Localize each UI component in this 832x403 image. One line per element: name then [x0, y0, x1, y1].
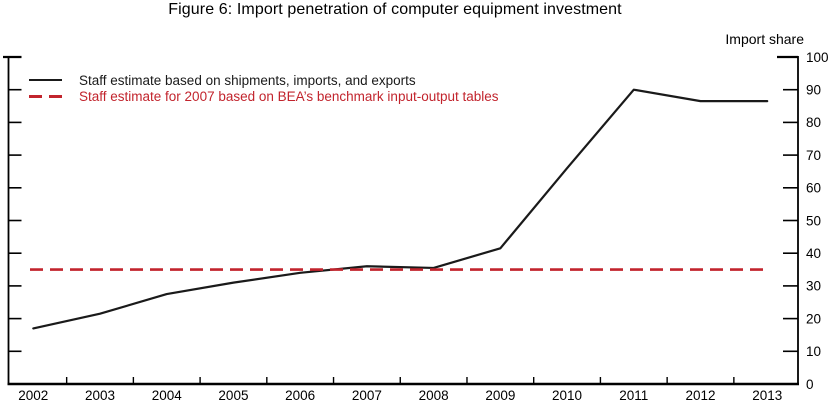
y-tick-label: 100: [806, 50, 829, 65]
legend-item-benchmark: Staff estimate for 2007 based on BEA’s b…: [29, 88, 499, 104]
y-tick-label: 60: [806, 181, 821, 196]
x-tick-label: 2013: [752, 388, 782, 403]
figure-title: Figure 6: Import penetration of computer…: [168, 1, 622, 18]
x-tick-label: 2004: [152, 388, 183, 403]
solid-line-swatch: [29, 78, 62, 82]
x-tick-label: 2002: [18, 388, 48, 403]
x-tick-label: 2012: [685, 388, 715, 403]
x-tick-label: 2008: [419, 388, 449, 403]
y-tick-label: 50: [806, 213, 821, 228]
x-tick-label: 2003: [85, 388, 115, 403]
x-tick-label: 2006: [285, 388, 315, 403]
y-axis-unit-label: Import share: [725, 31, 804, 47]
dashed-line-swatch: [29, 94, 62, 98]
y-tick-label: 70: [806, 148, 821, 163]
y-tick-label: 90: [806, 83, 821, 98]
chart-legend: Staff estimate based on shipments, impor…: [29, 72, 499, 104]
y-tick-label: 0: [806, 377, 814, 392]
x-tick-label: 2007: [352, 388, 382, 403]
x-tick-label: 2010: [552, 388, 582, 403]
x-tick-label: 2011: [619, 388, 648, 403]
x-tick-label: 2009: [485, 388, 515, 403]
legend-label-staff-estimate: Staff estimate based on shipments, impor…: [79, 72, 416, 88]
series-line: [32, 88, 769, 330]
y-tick-label: 80: [806, 115, 821, 130]
y-tick-label: 40: [806, 246, 821, 261]
y-tick-label: 30: [806, 279, 821, 294]
legend-item-staff-estimate: Staff estimate based on shipments, impor…: [29, 72, 499, 88]
x-tick-label: 2005: [218, 388, 248, 403]
legend-label-benchmark: Staff estimate for 2007 based on BEA’s b…: [79, 88, 499, 104]
y-tick-label: 10: [806, 344, 821, 359]
y-tick-label: 20: [806, 311, 821, 326]
